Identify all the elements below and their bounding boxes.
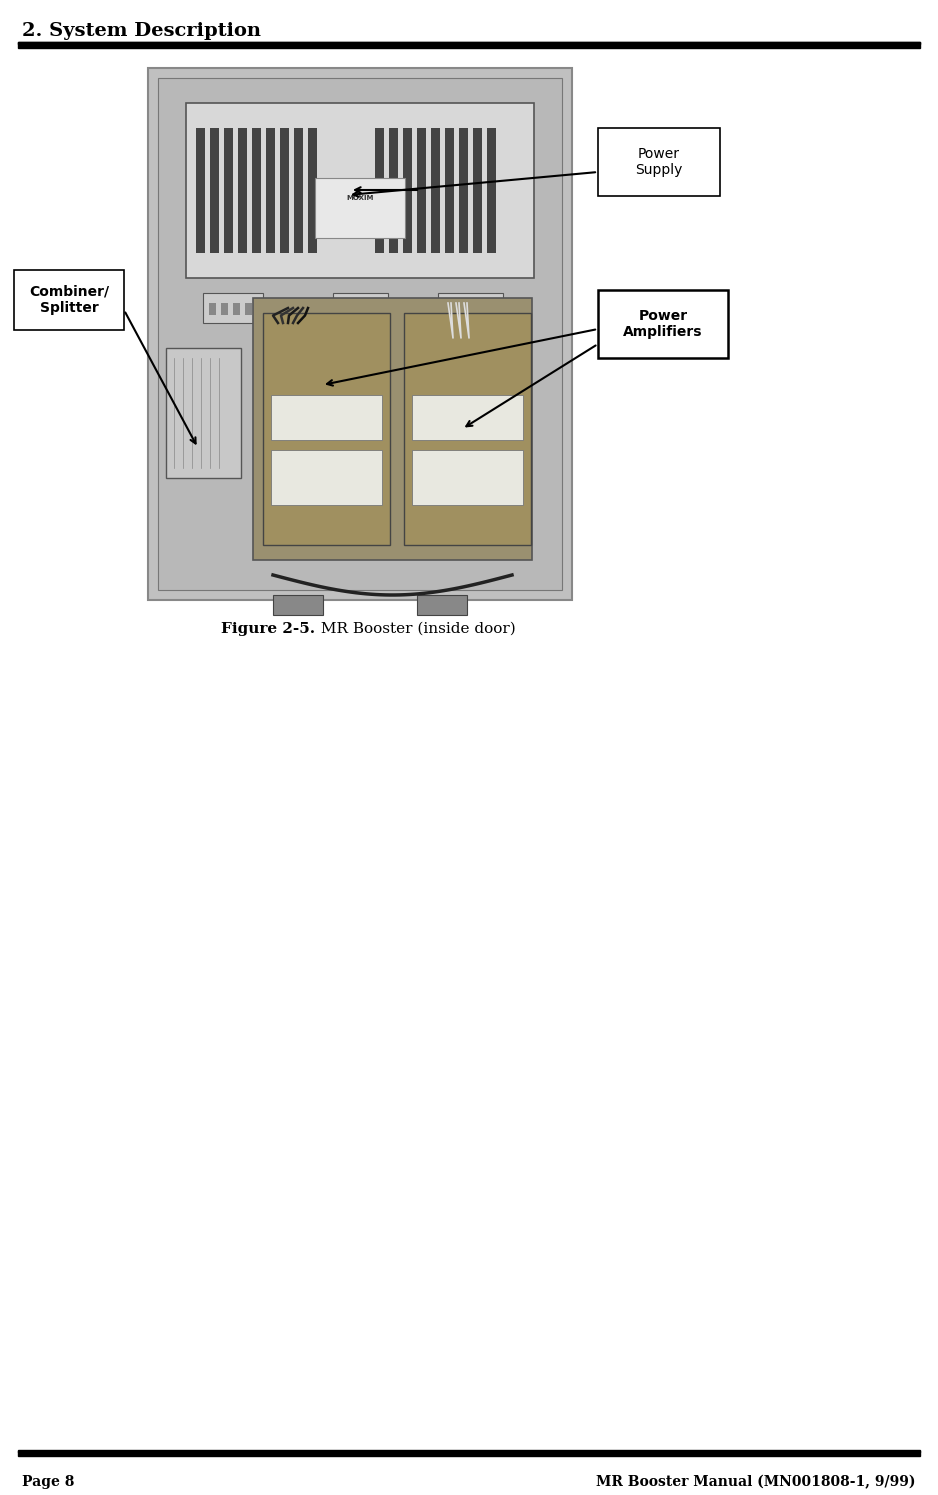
Bar	[389, 129, 398, 253]
Bar	[333, 293, 388, 323]
Bar	[280, 129, 289, 253]
Text: Figure 2-5.: Figure 2-5.	[220, 622, 315, 635]
Bar	[417, 129, 426, 253]
Bar	[238, 129, 247, 253]
Bar	[166, 348, 241, 478]
Bar	[412, 450, 523, 505]
Bar	[221, 303, 228, 315]
Bar	[351, 303, 358, 315]
Text: Combiner/
Splitter: Combiner/ Splitter	[29, 286, 109, 315]
Bar	[417, 595, 467, 614]
Bar	[487, 129, 496, 253]
Bar	[339, 303, 346, 315]
Bar	[412, 395, 523, 440]
Bar	[438, 293, 503, 323]
Bar	[315, 178, 405, 238]
Bar	[203, 293, 263, 323]
Bar	[18, 42, 920, 48]
Bar	[468, 303, 475, 315]
Text: MR Booster Manual (MN001808-1, 9/99): MR Booster Manual (MN001808-1, 9/99)	[597, 1476, 916, 1489]
Bar	[224, 129, 233, 253]
Bar	[273, 595, 323, 614]
Bar	[444, 303, 451, 315]
Text: Page 8: Page 8	[22, 1476, 74, 1489]
Text: MOXIM: MOXIM	[346, 194, 373, 200]
Bar	[480, 303, 487, 315]
Bar	[14, 271, 124, 330]
Bar	[253, 298, 532, 561]
Bar	[473, 129, 482, 253]
Bar	[252, 129, 261, 253]
Bar	[445, 129, 454, 253]
Bar	[196, 129, 205, 253]
Text: Power
Amplifiers: Power Amplifiers	[623, 309, 703, 339]
Text: Power
Supply: Power Supply	[635, 147, 683, 176]
Bar	[294, 129, 303, 253]
Bar	[18, 1450, 920, 1452]
Bar	[233, 303, 240, 315]
Bar	[308, 129, 317, 253]
Bar	[245, 303, 252, 315]
Bar	[403, 129, 412, 253]
Bar	[210, 129, 219, 253]
Bar	[271, 450, 382, 505]
Text: MR Booster (inside door): MR Booster (inside door)	[316, 622, 516, 635]
Bar	[598, 129, 720, 196]
Bar	[18, 1452, 920, 1456]
Bar	[459, 129, 468, 253]
Bar	[375, 303, 382, 315]
Bar	[158, 78, 562, 591]
Text: 2. System Description: 2. System Description	[22, 22, 261, 40]
Bar	[186, 103, 534, 278]
Bar	[209, 303, 216, 315]
Bar	[266, 129, 275, 253]
Bar	[456, 303, 463, 315]
Bar	[431, 129, 440, 253]
Bar	[375, 129, 384, 253]
Bar	[363, 303, 370, 315]
Bar	[598, 290, 728, 357]
Bar	[271, 395, 382, 440]
Bar	[18, 42, 920, 43]
Bar	[263, 312, 390, 546]
Bar	[404, 312, 531, 546]
Bar	[148, 67, 572, 599]
